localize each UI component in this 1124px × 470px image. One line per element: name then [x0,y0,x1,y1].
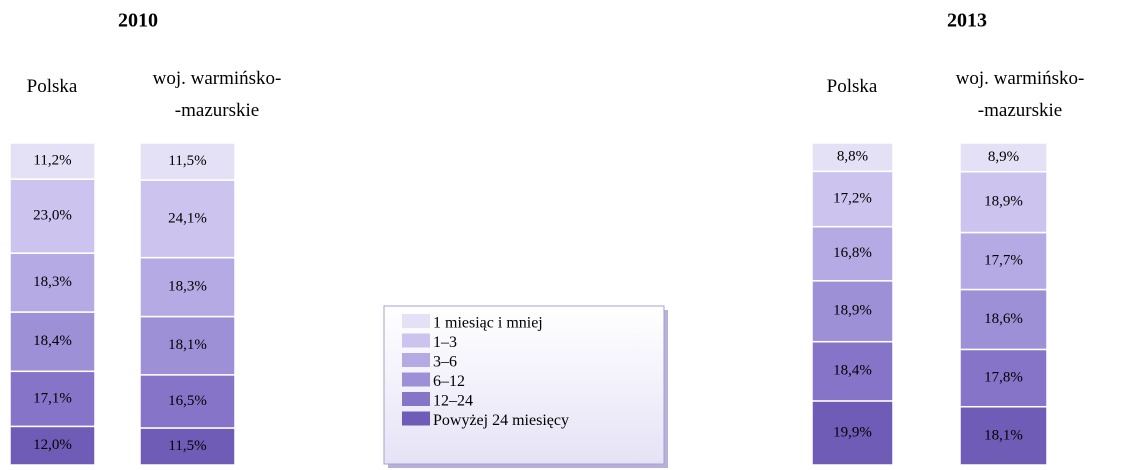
bar-segment [811,340,894,402]
value-label: 18,4% [833,363,872,379]
bar-segment [811,225,894,282]
value-label: 17,1% [33,390,72,406]
value-label: 11,5% [168,438,206,454]
legend-label: 1–3 [433,334,457,351]
bar-segment [9,142,96,180]
bar-segment [959,405,1048,466]
legend-swatch [402,411,430,426]
value-label: 18,3% [168,279,207,295]
bar-segment [9,370,96,428]
group-title: 2010 [118,10,158,32]
value-label: 11,2% [33,152,71,168]
value-label: 17,8% [984,369,1023,385]
value-label: 24,1% [168,210,207,226]
bar-segment [959,170,1048,234]
bar-segment [811,142,894,173]
value-label: 18,1% [984,427,1023,443]
bar-segment [811,170,894,228]
bar-segment [139,256,236,318]
bar-segment [139,374,236,429]
legend-frame [383,305,665,465]
category-label: woj. warmińsko--mazurskie [153,68,282,121]
value-label: 18,1% [168,337,207,353]
value-label: 12,0% [33,437,72,453]
category-label: Polska [827,76,878,97]
value-label: 19,9% [833,424,872,440]
bar-segment [9,178,96,254]
bar-segment [9,311,96,373]
value-label: 8,8% [837,149,868,165]
legend-label: 3–6 [433,354,457,371]
legend-label: 12–24 [433,393,473,410]
value-label: 18,6% [984,311,1023,327]
legend-swatch [402,314,430,328]
value-label: 17,7% [984,252,1023,268]
bar-segment [139,427,236,466]
value-label: 16,8% [833,245,872,261]
bar-segment [139,179,236,259]
legend-swatch [402,372,430,387]
legend-swatch [402,353,430,367]
legend-swatch [402,392,430,406]
value-label: 18,3% [33,274,72,290]
value-label: 17,2% [833,190,872,206]
bar-segment [139,142,236,181]
bar-segment [959,288,1048,351]
legend-label: 6–12 [433,373,465,390]
bar-segment [811,280,894,343]
value-label: 16,5% [168,393,207,409]
value-label: 18,9% [984,194,1023,210]
category-label: woj. warmińsko--mazurskie [956,68,1085,121]
value-label: 18,9% [833,303,872,319]
bar-segment [959,142,1048,173]
legend-label: 1 miesiąc i mniej [433,315,543,332]
value-label: 11,5% [168,153,206,169]
value-label: 23,0% [33,208,72,224]
category-label: Polska [27,76,78,97]
bar-segment [9,252,96,313]
group-title: 2013 [947,10,987,32]
legend-label: Powyżej 24 miesięcy [433,412,569,429]
legend-swatch [402,333,430,348]
value-label: 18,4% [33,333,72,349]
value-label: 8,9% [988,149,1019,165]
